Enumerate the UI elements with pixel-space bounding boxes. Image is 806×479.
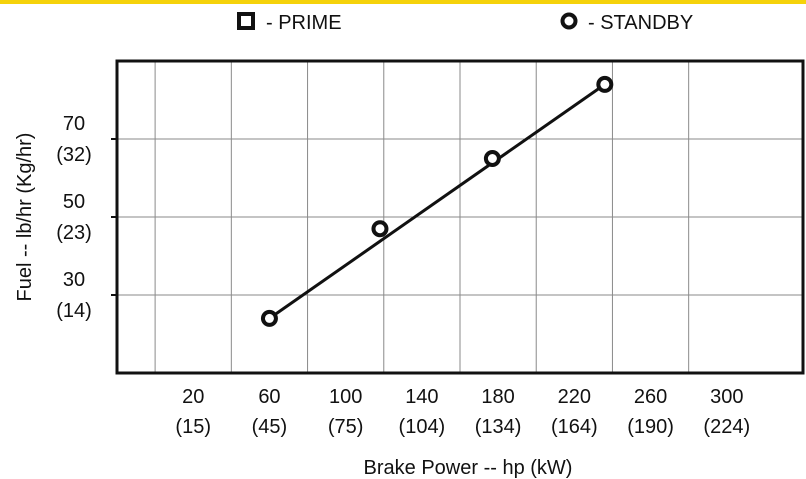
x-tick-label-hp: 100 (329, 386, 362, 408)
x-tick-label-hp: 60 (258, 386, 280, 408)
x-tick-label-kw: (190) (627, 416, 674, 438)
x-tick-label-kw: (104) (399, 416, 446, 438)
x-axis-label: Brake Power -- hp (kW) (364, 457, 573, 479)
legend: - PRIME - STANDBY (237, 12, 693, 34)
y-tick-label-lb: 30 (63, 269, 85, 291)
x-tick-label-kw: (15) (175, 416, 211, 438)
y-tick-label-lb: 70 (63, 113, 85, 135)
y-tick-label-lb: 50 (63, 191, 85, 213)
data-point (260, 309, 278, 327)
x-tick-label-kw: (75) (328, 416, 364, 438)
x-tick-label-hp: 300 (710, 386, 743, 408)
x-tick-label-hp: 20 (182, 386, 204, 408)
legend-label-prime: - PRIME (266, 12, 342, 34)
x-tick-label-kw: (134) (475, 416, 522, 438)
x-tick-label-kw: (224) (703, 416, 750, 438)
square-icon (237, 12, 255, 30)
grid (117, 61, 803, 373)
ticks: 20 (15) 60 (45) 100 (75) 140 (104) 180 (134) 220 (1… (56, 113, 750, 438)
legend-label-standby: - STANDBY (588, 12, 693, 34)
x-tick-label-hp: 140 (405, 386, 438, 408)
x-tick-label-hp: 260 (634, 386, 667, 408)
y-axis-label: Fuel -- lb/hr (Kg/hr) (14, 133, 36, 302)
data-point (596, 75, 614, 93)
data-point (483, 150, 501, 167)
y-tick-label-kg: (14) (56, 300, 92, 322)
series (260, 75, 614, 327)
top-accent-bar (0, 0, 806, 4)
y-tick-label-kg: (23) (56, 222, 92, 244)
x-tick-label-kw: (45) (252, 416, 288, 438)
y-tick-label-kg: (32) (56, 144, 92, 166)
data-point (371, 220, 389, 238)
x-tick-label-kw: (164) (551, 416, 598, 438)
x-tick-label-hp: 220 (558, 386, 591, 408)
fit-line (268, 83, 606, 320)
x-tick-label-hp: 180 (481, 386, 514, 408)
circle-icon (560, 12, 578, 30)
